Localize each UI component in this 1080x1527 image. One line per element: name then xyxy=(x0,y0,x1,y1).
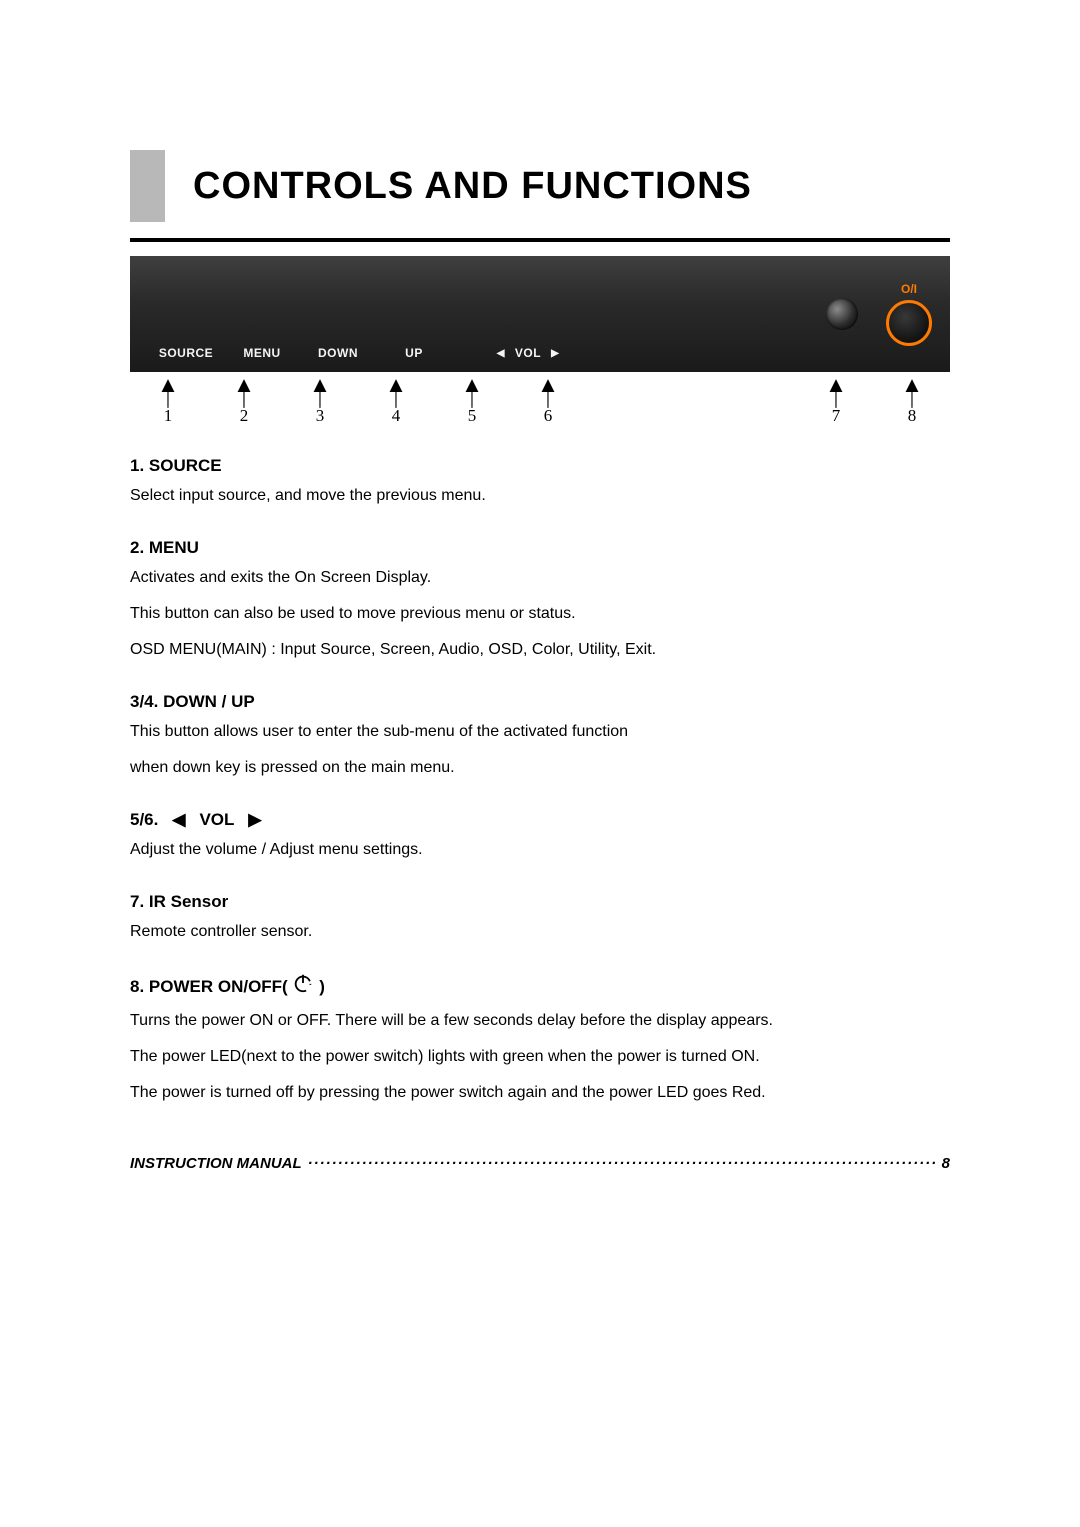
section-title: 2. MENU xyxy=(130,538,950,558)
triangle-left-icon: ◀ xyxy=(172,810,185,830)
callout-3: ▲ │ 3 xyxy=(282,376,358,426)
callout-1: ▲ │ 1 xyxy=(130,376,206,426)
section-title: 1. SOURCE xyxy=(130,456,950,476)
section-title: 7. IR Sensor xyxy=(130,892,950,912)
section-title: 5/6. ◀ VOL ▶ xyxy=(130,810,950,830)
callout-arrows-row: ▲ │ 1 ▲ │ 2 ▲ │ 3 ▲ │ 4 ▲ │ 5 ▲ │ 6 xyxy=(130,378,950,426)
section-down-up: 3/4. DOWN / UP This button allows user t… xyxy=(130,692,950,780)
panel-label-vol: VOL xyxy=(515,346,541,360)
panel-label-up: UP xyxy=(376,346,452,360)
section-text: Select input source, and move the previo… xyxy=(130,484,950,508)
callout-7: ▲ │ 7 xyxy=(798,376,874,426)
section-vol: 5/6. ◀ VOL ▶ Adjust the volume / Adjust … xyxy=(130,810,950,862)
panel-label-menu: MENU xyxy=(224,346,300,360)
triangle-left-icon: ◀ xyxy=(497,348,505,359)
page-title: CONTROLS AND FUNCTIONS xyxy=(193,150,752,222)
section-title: 8. POWER ON/OFF( ) xyxy=(130,974,950,1001)
page-title-block: CONTROLS AND FUNCTIONS xyxy=(130,150,950,222)
section-text: The power is turned off by pressing the … xyxy=(130,1081,950,1105)
callout-6: ▲ │ 6 xyxy=(510,376,586,426)
footer-label: INSTRUCTION MANUAL xyxy=(130,1155,302,1172)
footer-page-number: 8 xyxy=(942,1155,950,1172)
section-text: This button can also be used to move pre… xyxy=(130,602,950,626)
section-text: Turns the power ON or OFF. There will be… xyxy=(130,1009,950,1033)
section-menu: 2. MENU Activates and exits the On Scree… xyxy=(130,538,950,662)
title-accent-bar xyxy=(130,150,165,222)
section-ir-sensor: 7. IR Sensor Remote controller sensor. xyxy=(130,892,950,944)
panel-vol-group: ◀ VOL ▶ xyxy=(452,346,604,360)
callout-8: ▲ │ 8 xyxy=(874,376,950,426)
ir-sensor-icon xyxy=(826,298,858,330)
section-power: 8. POWER ON/OFF( ) Turns the power ON or… xyxy=(130,974,950,1105)
section-text: OSD MENU(MAIN) : Input Source, Screen, A… xyxy=(130,638,950,662)
power-icon xyxy=(292,972,314,999)
panel-label-down: DOWN xyxy=(300,346,376,360)
panel-label-source: SOURCE xyxy=(148,346,224,360)
section-source: 1. SOURCE Select input source, and move … xyxy=(130,456,950,508)
section-text: The power LED(next to the power switch) … xyxy=(130,1045,950,1069)
section-text: when down key is pressed on the main men… xyxy=(130,756,950,780)
panel-power-label: O/I xyxy=(901,282,917,296)
section-text: Activates and exits the On Screen Displa… xyxy=(130,566,950,590)
callout-4: ▲ │ 4 xyxy=(358,376,434,426)
section-text: Adjust the volume / Adjust menu settings… xyxy=(130,838,950,862)
triangle-right-icon: ▶ xyxy=(551,348,559,359)
section-text: Remote controller sensor. xyxy=(130,920,950,944)
page-footer: INSTRUCTION MANUAL ·····················… xyxy=(130,1155,950,1172)
section-title: 3/4. DOWN / UP xyxy=(130,692,950,712)
title-underline xyxy=(130,238,950,242)
callout-5: ▲ │ 5 xyxy=(434,376,510,426)
power-button-icon xyxy=(886,300,932,346)
callout-2: ▲ │ 2 xyxy=(206,376,282,426)
footer-dots: ········································… xyxy=(308,1155,936,1172)
section-text: This button allows user to enter the sub… xyxy=(130,720,950,744)
control-panel-image: SOURCE MENU DOWN UP ◀ VOL ▶ O/I xyxy=(130,256,950,372)
triangle-right-icon: ▶ xyxy=(248,810,261,830)
